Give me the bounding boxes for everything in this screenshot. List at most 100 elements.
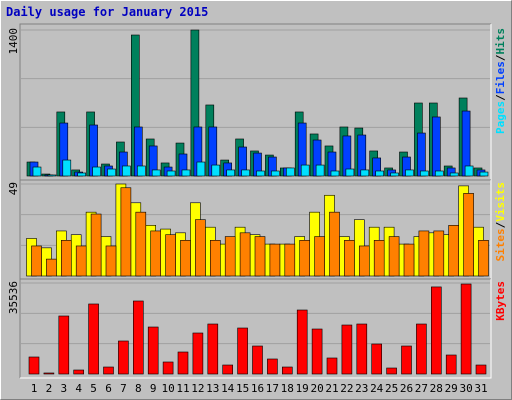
bar (431, 116, 441, 177)
x-tick-label: 18 (281, 382, 294, 395)
bar (326, 357, 338, 375)
bar (192, 332, 204, 375)
x-tick-label: 9 (150, 382, 157, 395)
bar (375, 170, 385, 177)
bar (417, 132, 426, 177)
bar (237, 327, 248, 375)
y-tick-label: 35536 (7, 281, 20, 314)
bar (311, 328, 323, 375)
legend-separator: / (494, 54, 507, 61)
bar (224, 236, 236, 277)
bar (330, 170, 340, 177)
bar (103, 366, 114, 375)
x-tick-label: 12 (191, 382, 204, 395)
bar (77, 172, 86, 177)
bar (122, 165, 131, 177)
bar (135, 211, 147, 277)
legend-entry: Visits (494, 182, 507, 222)
bar (47, 174, 57, 177)
x-tick-label: 26 (400, 382, 413, 395)
bar (356, 323, 368, 375)
bar (371, 343, 383, 375)
bar (60, 240, 72, 277)
bar (46, 258, 57, 277)
panel-bevel (20, 279, 492, 379)
panel-bevel (19, 278, 491, 378)
bar (222, 364, 233, 375)
bar (463, 193, 474, 277)
bar (460, 283, 472, 375)
bar (28, 356, 40, 375)
bar (207, 323, 219, 375)
legend-entry: KBytes (494, 281, 507, 321)
bar (314, 236, 325, 277)
bar (464, 165, 474, 177)
x-tick-label: 6 (105, 382, 112, 395)
bar (478, 240, 489, 277)
x-tick-label: 30 (459, 382, 472, 395)
bar (73, 369, 84, 375)
bar (196, 161, 206, 177)
bar (166, 170, 176, 177)
x-tick-label: 25 (385, 382, 398, 395)
bar (329, 211, 340, 277)
x-tick-label: 14 (221, 382, 235, 395)
bar (448, 225, 460, 277)
legend: Pages/Files/Hits (494, 28, 507, 134)
bar (43, 372, 55, 375)
bar (147, 326, 159, 375)
bar (418, 230, 430, 277)
bar (211, 164, 221, 177)
x-tick-label: 17 (266, 382, 279, 395)
bar (252, 345, 263, 375)
bar (254, 236, 266, 277)
x-tick-label: 16 (251, 382, 264, 395)
bar (430, 286, 442, 375)
panel-bevel (19, 23, 491, 180)
bar (386, 367, 397, 375)
bar (433, 230, 445, 277)
bar (285, 167, 295, 177)
x-tick-label: 28 (430, 382, 443, 395)
x-tick-label: 7 (120, 382, 127, 395)
x-tick-label: 11 (176, 382, 189, 395)
y-tick-label: 1400 (7, 28, 20, 55)
bar (420, 170, 429, 177)
bar (105, 245, 117, 277)
bar (62, 159, 72, 177)
x-tick-label: 31 (474, 382, 487, 395)
x-tick-label: 2 (46, 382, 53, 395)
x-tick-label: 13 (206, 382, 219, 395)
bar (269, 243, 281, 277)
legend: Sites/Visits (494, 182, 507, 262)
bar (267, 358, 278, 375)
bar (344, 240, 355, 277)
bar (445, 354, 457, 375)
bar (75, 245, 87, 277)
bar (177, 351, 189, 375)
bar (241, 169, 250, 177)
bar (162, 361, 174, 375)
x-tick-label: 4 (75, 382, 82, 395)
bar (405, 169, 414, 177)
x-tick-label: 23 (355, 382, 368, 395)
bar (137, 165, 146, 177)
bar (239, 232, 251, 277)
bar (210, 240, 221, 277)
bar (341, 324, 353, 375)
x-tick-label: 8 (135, 382, 142, 395)
bar (226, 169, 235, 177)
bar (181, 169, 191, 177)
bar (416, 323, 427, 375)
panel-bevel (19, 179, 491, 279)
x-tick-label: 27 (415, 382, 428, 395)
x-tick-label: 5 (90, 382, 97, 395)
bar (271, 170, 280, 177)
x-tick-label: 29 (445, 382, 458, 395)
x-tick-label: 21 (325, 382, 338, 395)
bar (434, 170, 444, 177)
bar (118, 340, 129, 375)
